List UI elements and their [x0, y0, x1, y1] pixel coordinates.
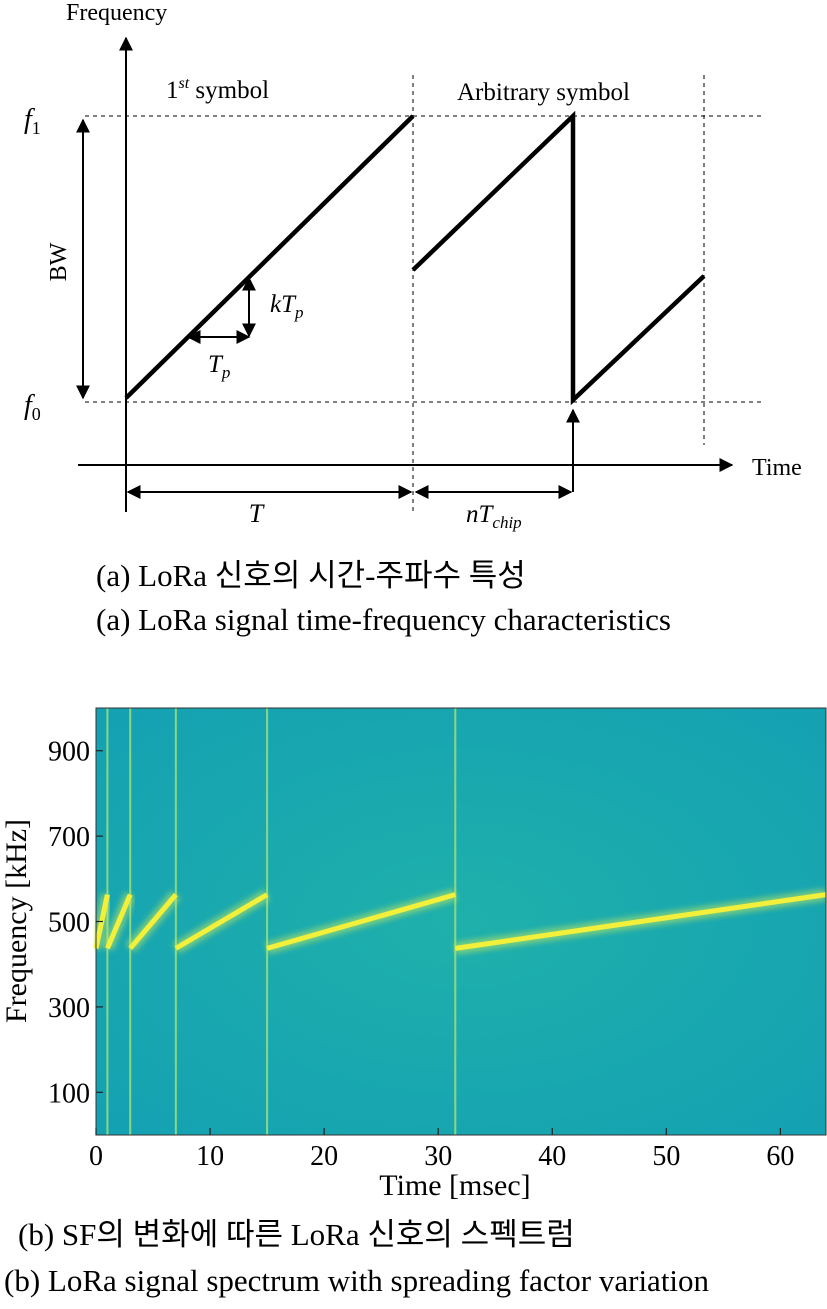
figure-a-caption-korean: (a) LoRa 신호의 시간-주파수 특성 — [96, 558, 526, 593]
y-tick-label: 300 — [48, 993, 90, 1024]
x-tick-label: 40 — [538, 1141, 566, 1172]
spectrogram-chart: 0 10 20 30 40 50 60 100 300 500 700 900 Frequency [… — [0, 707, 827, 1202]
x-tick-label: 60 — [766, 1141, 794, 1172]
arbitrary-symbol-label: Arbitrary symbol — [457, 79, 630, 106]
x-tick-label: 50 — [652, 1141, 680, 1172]
time-axis-label: Time — [752, 455, 802, 481]
chirp-line-4 — [174, 892, 269, 951]
chirp-line-3 — [128, 892, 178, 951]
ntchip-label: nTchip — [466, 501, 522, 532]
figure-a-canvas: Frequency Time 1st symbol Arbitrary symb… — [24, 0, 802, 532]
spectrogram-plot-area — [96, 708, 826, 1135]
y-tick-label: 500 — [48, 908, 90, 939]
x-tick-label: 10 — [196, 1141, 224, 1172]
bw-label: BW — [46, 242, 72, 281]
frequency-axis-label: Frequency — [66, 0, 167, 26]
y-tick-label: 700 — [48, 822, 90, 853]
f0-label: f0 — [24, 390, 41, 424]
first-symbol-label: 1st symbol — [166, 75, 269, 104]
tp-label: Tp — [208, 351, 230, 382]
first-symbol-chirp — [124, 114, 415, 400]
x-tick-label: 20 — [310, 1141, 338, 1172]
y-tick-label: 900 — [48, 737, 90, 768]
chirp-line-2 — [105, 893, 133, 950]
f1-label: f1 — [24, 104, 41, 138]
figure-a-time-frequency-diagram: Frequency Time 1st symbol Arbitrary symb… — [0, 0, 827, 650]
x-axis-label: Time [msec] — [379, 1169, 530, 1202]
figure-b-caption-korean: (b) SF의 변화에 따른 LoRa 신호의 스펙트럼 — [18, 1217, 575, 1252]
ktp-label: kTp — [270, 291, 304, 322]
y-axis-label: Frequency [kHz] — [0, 819, 33, 1023]
figure-b-caption-english: (b) LoRa signal spectrum with spreading … — [4, 1263, 710, 1298]
arbitrary-symbol-chirp — [411, 110, 706, 406]
chirp-line-5 — [266, 892, 456, 951]
x-tick-label: 30 — [424, 1141, 452, 1172]
t-duration-label: T — [249, 499, 265, 528]
x-tick-label: 0 — [89, 1141, 103, 1172]
figure-b-spectrogram: 0 10 20 30 40 50 60 100 300 500 700 900 Frequency [… — [0, 705, 827, 1309]
y-tick-label: 100 — [48, 1078, 90, 1109]
chirp-line-6 — [454, 892, 827, 951]
figure-a-caption-english: (a) LoRa signal time-frequency character… — [96, 602, 671, 637]
